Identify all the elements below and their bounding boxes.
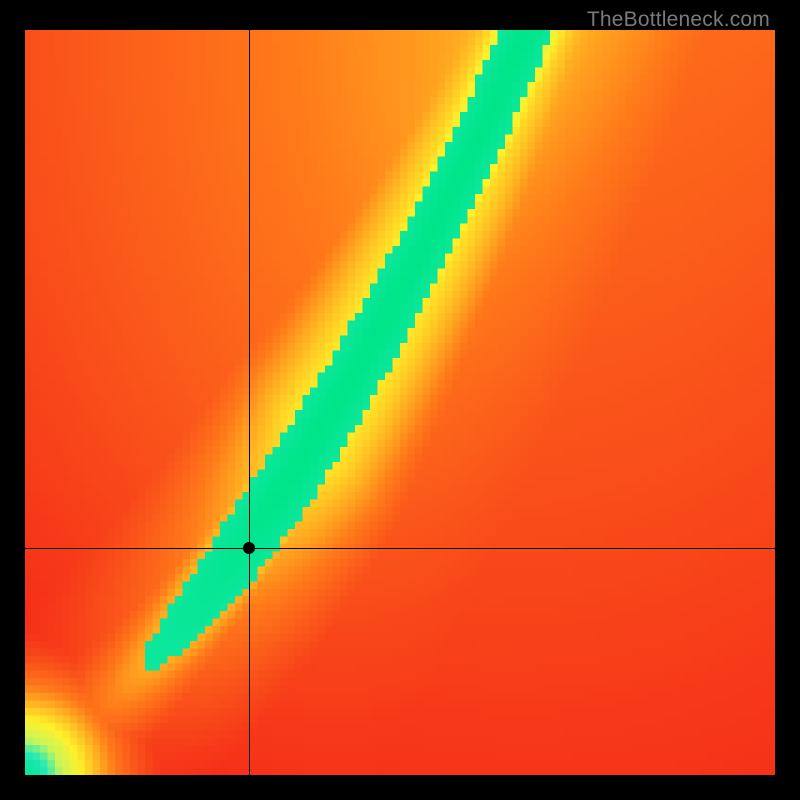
heatmap-canvas <box>25 30 775 775</box>
crosshair-vertical <box>249 30 250 775</box>
heatmap-plot <box>25 30 775 775</box>
selected-point-marker <box>243 542 255 554</box>
watermark-text: TheBottleneck.com <box>587 8 770 32</box>
crosshair-horizontal <box>25 548 775 549</box>
chart-container: TheBottleneck.com <box>0 0 800 800</box>
